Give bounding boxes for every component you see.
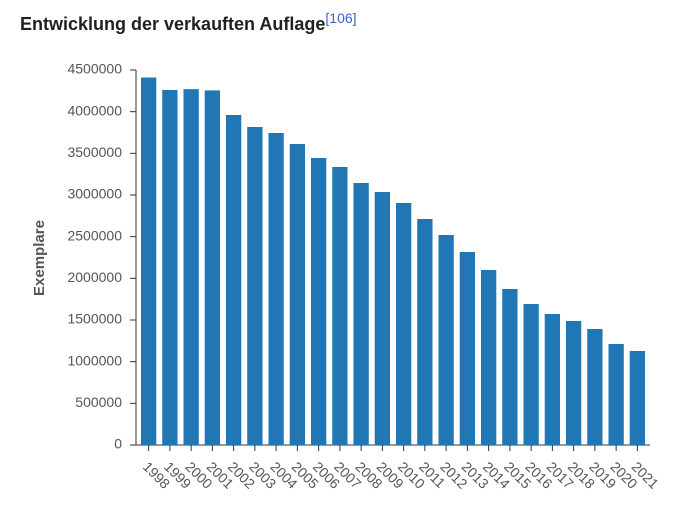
bar	[204, 90, 221, 446]
reference-link[interactable]: [106]	[325, 10, 357, 26]
y-tick-label: 0	[114, 436, 122, 452]
bar	[480, 270, 497, 445]
bar	[374, 192, 391, 445]
bar	[247, 127, 263, 445]
chart-title: Entwicklung der verkauften Auflage	[20, 14, 326, 34]
y-tick-label: 500000	[75, 394, 122, 410]
bar	[544, 314, 561, 445]
bar	[140, 77, 157, 445]
bar	[523, 304, 539, 445]
bar	[353, 183, 369, 445]
bar	[417, 219, 433, 445]
bar	[289, 144, 306, 445]
y-tick-label: 3500000	[67, 144, 122, 160]
bar	[183, 89, 199, 446]
y-axis-label: Exemplare	[31, 220, 48, 296]
bar	[565, 321, 582, 445]
bar	[310, 158, 327, 445]
bar	[459, 252, 476, 445]
bar	[502, 289, 518, 445]
bar	[332, 167, 348, 445]
chart-title-box: Entwicklung der verkauften Auflage[106]	[20, 10, 357, 35]
bar	[395, 203, 412, 445]
y-tick-label: 2500000	[67, 227, 122, 243]
y-tick-label: 1000000	[67, 352, 122, 368]
bar	[438, 235, 454, 445]
y-tick-label: 2000000	[67, 269, 122, 285]
bar	[225, 115, 242, 445]
bar	[587, 329, 603, 445]
bar	[162, 90, 178, 445]
bar	[608, 344, 624, 445]
y-tick-label: 4000000	[67, 102, 122, 118]
y-tick-label: 1500000	[67, 311, 122, 327]
y-tick-label: 4500000	[67, 61, 122, 77]
y-tick-label: 3000000	[67, 186, 122, 202]
bar	[268, 133, 284, 445]
bar	[629, 351, 646, 445]
